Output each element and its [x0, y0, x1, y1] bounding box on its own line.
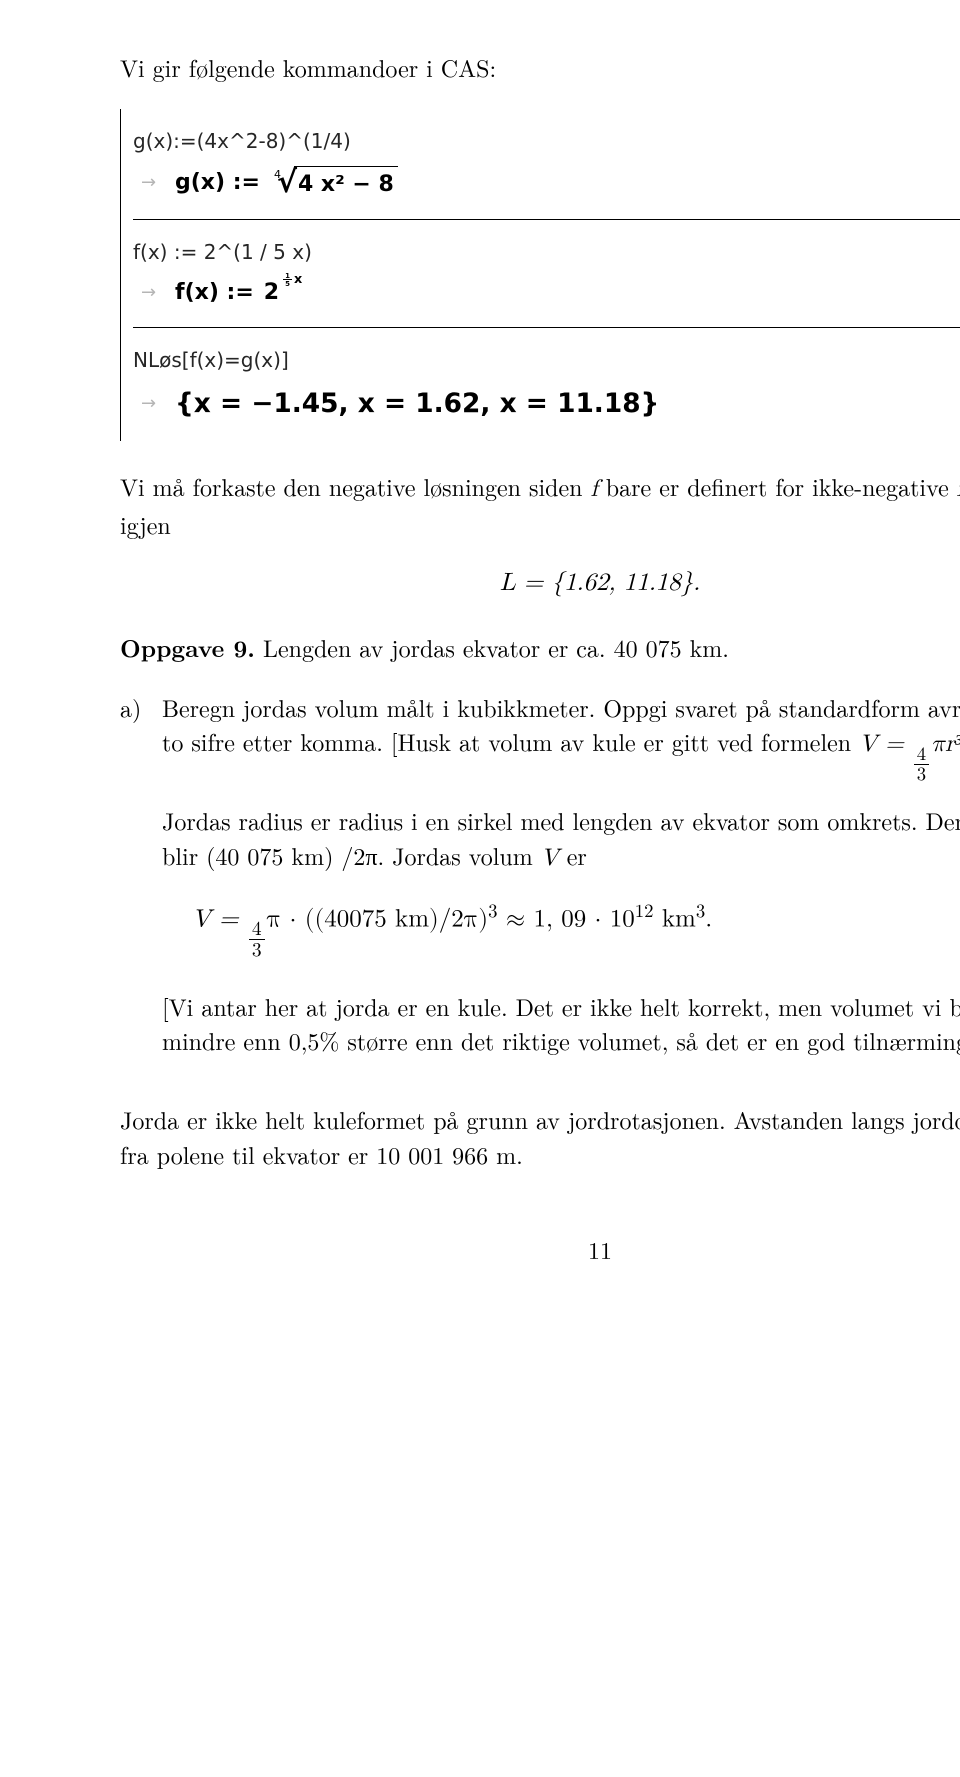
- math: V =: [859, 732, 912, 756]
- cas-row: f(x) := 2^(1 / 5 x) → f(x) := 2 1 5 x: [133, 219, 960, 327]
- exp: 3: [696, 902, 705, 921]
- exp-base: 2: [264, 277, 279, 309]
- exp-den: 5: [283, 279, 292, 287]
- math: km: [654, 906, 696, 931]
- intro-text: Vi gir følgende kommandoer i CAS:: [120, 50, 960, 85]
- exp-tail: x: [294, 271, 302, 290]
- item-a-p3: [Vi antar her at jorda er en kule. Det e…: [162, 989, 960, 1059]
- frac-num: 4: [914, 745, 929, 765]
- output-arrow-icon: →: [141, 170, 161, 196]
- math: L = {1.62, 11.18}.: [500, 570, 700, 595]
- oppgave-label: Oppgave 9.: [120, 631, 255, 665]
- cas-input: NLøs[f(x)=g(x)]: [133, 346, 960, 375]
- cas-input: f(x) := 2^(1 / 5 x): [133, 238, 960, 267]
- text: bare er definert for ikke-negative: [598, 469, 957, 503]
- exp: 3: [488, 902, 497, 921]
- cas-row: g(x):=(4x^2-8)^(1/4) → g(x) := 4 √ 4 x² …: [133, 109, 960, 219]
- item-a-p1: Beregn jordas volum målt i kubikkmeter. …: [162, 690, 960, 786]
- item-a: a) Beregn jordas volum målt i kubikkmete…: [120, 690, 960, 1083]
- var-f: f: [590, 477, 597, 501]
- math: ≈ 1, 09 · 10: [498, 906, 635, 931]
- math: πr³: [931, 732, 960, 756]
- cas-row: NLøs[f(x)=g(x)] → {x = −1.45, x = 1.62, …: [133, 327, 960, 441]
- cas-output: → f(x) := 2 1 5 x: [133, 277, 960, 309]
- discard-negative-text: Vi må forkaste den negative løsningen si…: [120, 469, 960, 542]
- text: Beregn jordas volum målt i kubikkmeter. …: [162, 690, 960, 759]
- item-a-p2: Jordas radius er radius i en sirkel med …: [162, 803, 960, 876]
- frac-num: 4: [249, 919, 265, 939]
- math: π · ((40075 km)/2π): [267, 906, 489, 931]
- output-arrow-icon: →: [141, 391, 161, 417]
- cas-output: → {x = −1.45, x = 1.62, x = 11.18}: [133, 385, 960, 423]
- frac-den: 3: [249, 939, 265, 960]
- exp-num: 1: [283, 272, 292, 279]
- exp: 12: [635, 902, 654, 921]
- text: er: [559, 838, 587, 872]
- cas-output: → g(x) := 4 √ 4 x² − 8: [133, 166, 960, 201]
- radicand: 4 x² − 8: [294, 166, 398, 201]
- root-index: 4: [274, 167, 281, 183]
- cas-output-lead: g(x) :=: [175, 167, 260, 199]
- frac-den: 3: [914, 764, 929, 785]
- page-number: 11: [120, 1232, 960, 1267]
- cas-output-lead: f(x) :=: [175, 277, 254, 309]
- oppgave-lead: Lengden av jordas ekvator er ca. 40 075 …: [255, 630, 729, 664]
- math: V =: [192, 906, 247, 931]
- cas-solutions: {x = −1.45, x = 1.62, x = 11.18}: [175, 385, 659, 423]
- oppgave-9: Oppgave 9. Lengden av jordas ekvator er …: [120, 630, 960, 666]
- item-label: a): [120, 690, 148, 1083]
- math: .: [705, 906, 712, 931]
- cas-block: g(x):=(4x^2-8)^(1/4) → g(x) := 4 √ 4 x² …: [120, 109, 960, 441]
- var-V: V: [541, 846, 559, 870]
- final-para: Jorda er ikke helt kuleformet på grunn a…: [120, 1102, 960, 1172]
- display-V-formula: V = 4 3 π · ((40075 km)/2π)3 ≈ 1, 09 · 1…: [162, 898, 960, 961]
- cas-input: g(x):=(4x^2-8)^(1/4): [133, 127, 960, 156]
- display-L-set: L = {1.62, 11.18}.: [120, 565, 960, 601]
- output-arrow-icon: →: [141, 280, 161, 306]
- text: Vi må forkaste den negative løsningen si…: [120, 469, 590, 503]
